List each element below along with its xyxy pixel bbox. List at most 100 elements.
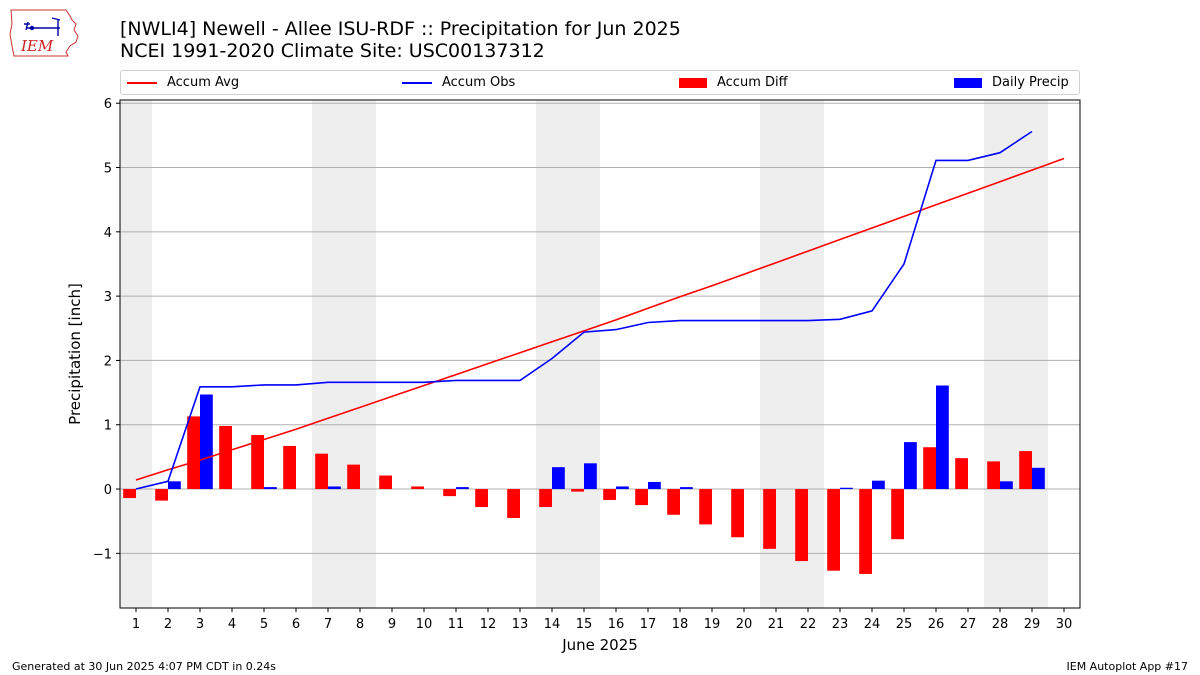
x-tick-label: 7 [324, 617, 332, 632]
legend-swatch-accum-avg [127, 81, 157, 84]
x-tick-label: 16 [608, 617, 625, 632]
x-tick-label: 1 [132, 617, 140, 632]
accum-diff-bar [699, 489, 712, 525]
y-tick-label: −1 [93, 547, 112, 562]
legend-swatch-accum-diff [679, 77, 707, 88]
daily-precip-bar [456, 487, 469, 490]
accum-diff-bar [123, 489, 136, 499]
accum-avg-line [135, 157, 1065, 481]
x-tick-label: 27 [960, 617, 977, 632]
chart-legend: Accum Avg Accum Obs Accum Diff Daily Pre… [120, 70, 1080, 95]
x-tick-label: 30 [1056, 617, 1073, 632]
daily-precip-bar [616, 486, 629, 490]
x-tick-label: 25 [896, 617, 913, 632]
y-tick-label: 4 [104, 226, 112, 241]
weather-station-icon [24, 17, 61, 36]
y-tick-label: 5 [104, 162, 112, 177]
x-tick-label: 19 [704, 617, 721, 632]
y-tick-label: 6 [104, 97, 112, 112]
x-tick-label: 9 [388, 617, 396, 632]
y-tick-label: 3 [104, 290, 112, 305]
weekend-shade [344, 100, 376, 608]
x-tick-label: 10 [416, 617, 433, 632]
x-tick-label: 6 [292, 617, 300, 632]
x-tick-label: 17 [640, 617, 657, 632]
chart-title: [NWLI4] Newell - Allee ISU-RDF :: Precip… [120, 18, 681, 40]
x-tick-label: 12 [480, 617, 497, 632]
footer-app-text: IEM Autoplot App #17 [1066, 660, 1189, 673]
x-tick-label: 20 [736, 617, 753, 632]
legend-item-accum-obs: Accum Obs [402, 71, 515, 94]
weekend-shade [536, 100, 568, 608]
daily-precip-bar [1032, 467, 1045, 490]
chart-subtitle: NCEI 1991-2020 Climate Site: USC00137312 [120, 40, 545, 62]
y-tick-label: 0 [104, 483, 112, 498]
weekend-shade [312, 100, 344, 608]
weekend-shade [120, 100, 152, 608]
accum-diff-bar [283, 445, 296, 490]
accum-diff-bar [763, 489, 776, 549]
accum-diff-bar [443, 489, 456, 497]
x-tick-label: 18 [672, 617, 689, 632]
x-tick-label: 26 [928, 617, 945, 632]
accum-diff-bar [827, 489, 840, 571]
legend-label-accum-diff: Accum Diff [717, 75, 788, 90]
accum-diff-bar [411, 486, 424, 490]
x-tick-label: 4 [228, 617, 236, 632]
weekend-shade [984, 100, 1016, 608]
accum-obs-line [135, 130, 1033, 490]
legend-item-daily-precip: Daily Precip [954, 71, 1069, 94]
accum-diff-bar [1019, 451, 1032, 490]
daily-precip-bar [264, 487, 277, 490]
accum-diff-bar [539, 489, 552, 508]
daily-precip-bar [1000, 481, 1013, 490]
accum-diff-bar [155, 489, 168, 501]
accum-diff-bar [987, 461, 1000, 490]
daily-precip-bar [680, 487, 693, 490]
daily-precip-bar [648, 481, 661, 490]
accum-diff-bar [347, 464, 360, 490]
x-tick-label: 14 [544, 617, 561, 632]
daily-precip-bar [552, 467, 565, 490]
iem-logo: IEM [9, 9, 79, 57]
footer-generated-text: Generated at 30 Jun 2025 4:07 PM CDT in … [12, 660, 277, 673]
x-tick-label: 5 [260, 617, 268, 632]
weekend-shade [568, 100, 600, 608]
accum-diff-bar [859, 489, 872, 574]
x-tick-label: 11 [448, 617, 465, 632]
legend-item-accum-diff: Accum Diff [679, 71, 788, 94]
daily-precip-bar [328, 486, 341, 490]
iowa-outline-icon [9, 9, 79, 57]
x-tick-label: 22 [800, 617, 817, 632]
accum-diff-bar [795, 489, 808, 562]
x-tick-label: 2 [164, 617, 172, 632]
legend-swatch-daily-precip [954, 77, 982, 88]
daily-precip-bar [840, 487, 853, 490]
accum-diff-bar [731, 489, 744, 538]
accum-diff-bar [507, 489, 520, 518]
daily-precip-bar [200, 394, 213, 490]
accum-diff-bar [635, 489, 648, 506]
accum-diff-bar [667, 489, 680, 515]
accum-diff-bar [891, 489, 904, 540]
x-tick-label: 15 [576, 617, 593, 632]
accum-diff-bar [923, 447, 936, 490]
weekend-shade [1016, 100, 1048, 608]
x-tick-label: 28 [992, 617, 1009, 632]
x-tick-label: 3 [196, 617, 204, 632]
legend-item-accum-avg: Accum Avg [127, 71, 239, 94]
x-tick-label: 8 [356, 617, 364, 632]
daily-precip-bar [936, 385, 949, 490]
legend-label-accum-obs: Accum Obs [442, 75, 516, 90]
accum-diff-bar [955, 458, 968, 490]
accum-diff-bar [251, 435, 264, 490]
legend-label-accum-avg: Accum Avg [167, 75, 240, 90]
accum-diff-bar [571, 489, 584, 492]
daily-precip-bar [584, 463, 597, 490]
y-tick-label: 1 [104, 419, 112, 434]
legend-swatch-accum-obs [402, 81, 432, 84]
y-tick-label: 2 [104, 354, 112, 369]
plot-frame [119, 99, 1081, 609]
y-axis-label: Precipitation [inch] [66, 283, 84, 425]
x-tick-label: 13 [512, 617, 529, 632]
